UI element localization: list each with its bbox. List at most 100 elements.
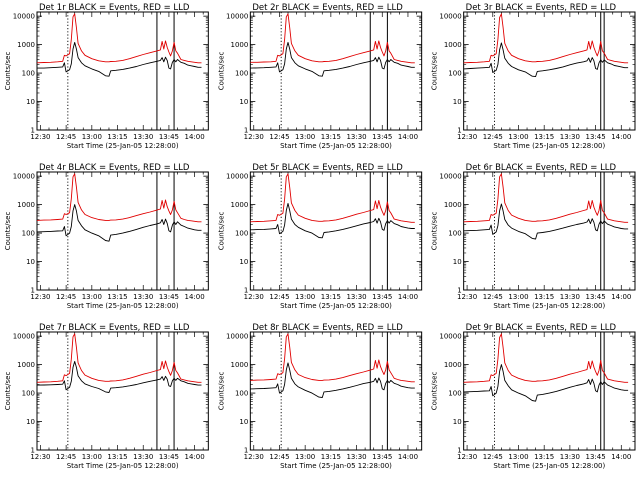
- x-tick-label: 13:45: [372, 133, 392, 141]
- y-tick-label: 1000: [444, 41, 462, 49]
- x-tick-label: 13:00: [508, 453, 528, 461]
- series-line-events: [250, 202, 415, 239]
- chart-title: Det 3r BLACK = Events, RED = LLD: [466, 3, 617, 13]
- x-tick-label: 13:45: [372, 293, 392, 301]
- series-line-lld: [250, 173, 415, 223]
- chart-title: Det 6r BLACK = Events, RED = LLD: [466, 163, 617, 173]
- x-tick-label: 13:45: [159, 453, 179, 461]
- y-tick-label: 10: [239, 98, 248, 106]
- x-tick-label: 12:45: [483, 293, 503, 301]
- x-tick-label: 13:30: [346, 133, 366, 141]
- series-line-lld: [463, 333, 629, 383]
- x-tick-label: 13:15: [321, 293, 341, 301]
- x-tick-label: 14:00: [185, 453, 205, 461]
- series-line-lld: [463, 173, 629, 223]
- y-tick-label: 10000: [226, 173, 248, 181]
- x-tick-label: 14:00: [398, 133, 418, 141]
- series-line-lld: [36, 173, 202, 223]
- x-tick-label: 13:00: [295, 453, 315, 461]
- y-tick-label: 1000: [444, 201, 462, 209]
- chart-panel-1: Det 1r BLACK = Events, RED = LLD 1 10 100 10…: [4, 3, 209, 150]
- x-tick-label: 14:00: [398, 453, 418, 461]
- x-tick-label: 13:00: [508, 133, 528, 141]
- x-tick-label: 12:45: [56, 293, 76, 301]
- series-line-events: [250, 41, 415, 77]
- x-tick-label: 13:30: [346, 453, 366, 461]
- plot-frame: [249, 11, 423, 131]
- series-line-events: [463, 364, 629, 402]
- x-tick-label: 13:45: [585, 453, 605, 461]
- x-tick-label: 12:30: [30, 293, 50, 301]
- y-axis-label: Counts/sec: [217, 52, 225, 91]
- x-tick-label: 13:30: [346, 293, 366, 301]
- y-tick-label: 1000: [444, 361, 462, 369]
- y-axis-label: Counts/sec: [217, 372, 225, 411]
- y-tick-label: 10: [453, 258, 462, 266]
- y-tick-label: 10000: [226, 333, 248, 341]
- y-tick-label: 100: [448, 390, 461, 398]
- plot-frame: [463, 11, 636, 131]
- chart-title: Det 5r BLACK = Events, RED = LLD: [252, 163, 403, 173]
- y-axis-label: Counts/sec: [217, 212, 225, 251]
- x-tick-label: 13:30: [560, 453, 580, 461]
- x-tick-label: 12:30: [457, 133, 477, 141]
- x-tick-label: 13:45: [372, 453, 392, 461]
- y-tick-label: 1: [31, 447, 35, 455]
- x-tick-label: 13:15: [534, 293, 554, 301]
- x-tick-label: 12:45: [269, 133, 289, 141]
- x-tick-label: 12:30: [244, 133, 264, 141]
- x-tick-label: 13:15: [534, 453, 554, 461]
- x-tick-label: 13:45: [159, 133, 179, 141]
- y-tick-label: 10: [26, 418, 35, 426]
- y-tick-label: 10: [26, 258, 35, 266]
- series-line-events: [463, 203, 629, 240]
- x-tick-label: 13:15: [321, 453, 341, 461]
- chart-panel-2: Det 2r BLACK = Events, RED = LLD 1 10 100 10…: [217, 3, 423, 150]
- y-axis-label: Counts/sec: [431, 372, 439, 411]
- x-tick-label: 13:00: [82, 293, 102, 301]
- x-tick-label: 13:45: [585, 293, 605, 301]
- x-tick-label: 12:45: [483, 453, 503, 461]
- x-axis-label: Start Time (25-Jan-05 12:28:00): [67, 142, 179, 150]
- y-axis-label: Counts/sec: [431, 52, 439, 91]
- x-axis-label: Start Time (25-Jan-05 12:28:00): [280, 302, 392, 310]
- y-tick-label: 100: [448, 70, 461, 78]
- plot-frame: [249, 331, 423, 451]
- y-tick-label: 10000: [439, 173, 461, 181]
- chart-panel-4: Det 4r BLACK = Events, RED = LLD 1 10 100 10…: [4, 163, 209, 310]
- x-tick-label: 12:45: [483, 133, 503, 141]
- y-tick-label: 1000: [231, 361, 249, 369]
- y-tick-label: 100: [448, 230, 461, 238]
- y-tick-label: 100: [22, 70, 35, 78]
- plot-frame: [36, 331, 209, 451]
- x-tick-label: 13:15: [534, 133, 554, 141]
- x-tick-label: 13:30: [133, 453, 153, 461]
- plot-frame: [463, 331, 636, 451]
- x-tick-label: 12:30: [30, 133, 50, 141]
- x-tick-label: 14:00: [398, 293, 418, 301]
- x-tick-label: 13:00: [295, 133, 315, 141]
- series-line-lld: [36, 13, 202, 64]
- series-line-lld: [250, 13, 415, 64]
- y-tick-label: 100: [235, 70, 248, 78]
- plot-frame: [36, 171, 209, 291]
- plot-frame: [463, 171, 636, 291]
- x-axis-label: Start Time (25-Jan-05 12:28:00): [67, 462, 179, 470]
- x-tick-label: 12:30: [30, 453, 50, 461]
- chart-panel-3: Det 3r BLACK = Events, RED = LLD 1 10 100 10…: [431, 3, 636, 150]
- x-axis-label: Start Time (25-Jan-05 12:28:00): [67, 302, 179, 310]
- y-tick-label: 1: [244, 287, 248, 295]
- x-tick-label: 12:30: [457, 293, 477, 301]
- x-tick-label: 14:00: [185, 293, 205, 301]
- x-tick-label: 12:30: [457, 453, 477, 461]
- chart-panel-6: Det 6r BLACK = Events, RED = LLD 1 10 100 10…: [431, 163, 636, 310]
- x-tick-label: 12:45: [56, 133, 76, 141]
- y-axis-label: Counts/sec: [4, 212, 12, 251]
- y-tick-label: 10000: [226, 13, 248, 21]
- y-tick-label: 1000: [17, 201, 35, 209]
- y-tick-label: 10: [26, 98, 35, 106]
- y-tick-label: 1: [457, 127, 461, 135]
- chart-title: Det 4r BLACK = Events, RED = LLD: [39, 163, 190, 173]
- y-axis-label: Counts/sec: [4, 372, 12, 411]
- series-line-events: [36, 204, 202, 242]
